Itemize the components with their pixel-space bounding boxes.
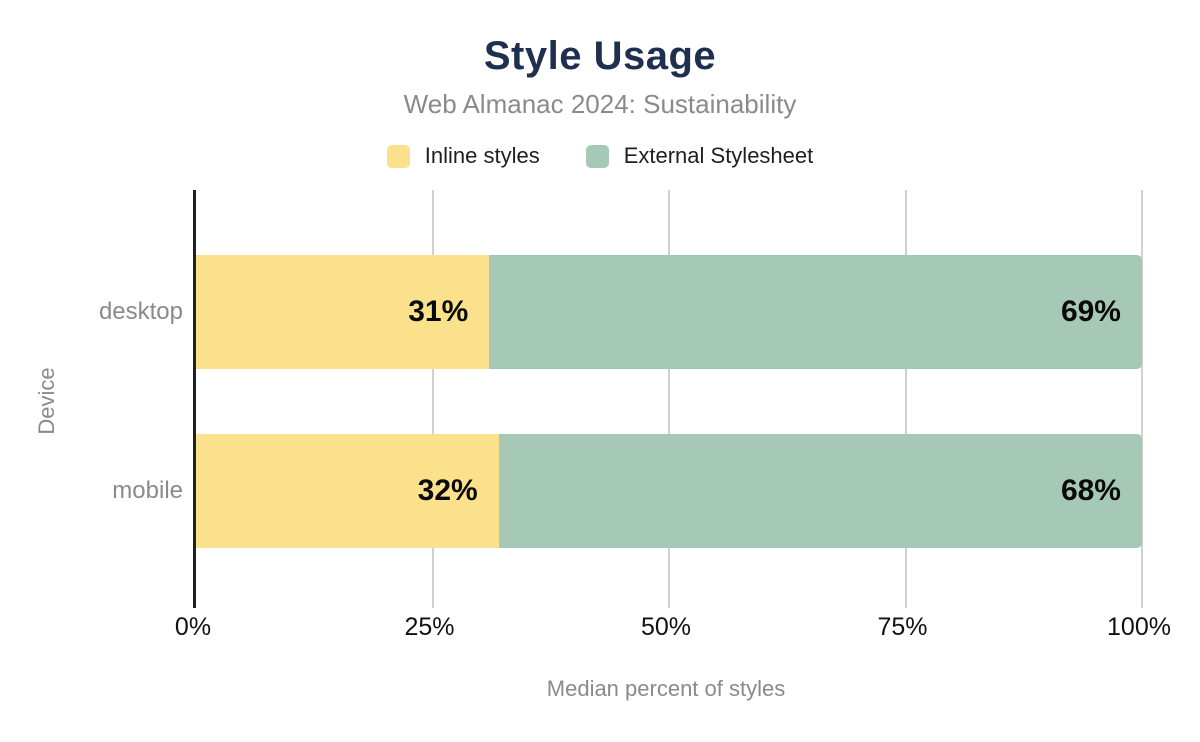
x-tick-label-25: 25% (404, 613, 455, 641)
legend-swatch-inline-styles (386, 144, 410, 168)
legend-item-external-stylesheet: External Stylesheet (585, 143, 814, 169)
gridline-25 (431, 190, 434, 608)
chart-subtitle: Web Almanac 2024: Sustainability (403, 89, 797, 119)
bar-row-mobile: mobile 32% 68% (112, 434, 1142, 548)
category-label-mobile: mobile (112, 477, 183, 504)
bar-segment-mobile-inline-styles: 32% (196, 434, 499, 548)
x-tick-label-0: 0% (174, 613, 212, 641)
bar-value-label: 68% (1060, 474, 1121, 507)
gridline-100 (1141, 190, 1143, 608)
bar-segment-desktop-inline-styles: 31% (196, 255, 490, 369)
gridline-50 (668, 190, 670, 608)
gridline-75 (904, 190, 907, 608)
x-axis-title: Median percent of styles (546, 676, 786, 701)
x-tick-label-100: 100% (1107, 613, 1171, 641)
bar-value-label: 32% (417, 474, 478, 507)
x-axis-ticks: 0% 25% 50% 75% 100% (175, 613, 1171, 643)
legend-label-inline-styles: Inline styles (424, 143, 540, 168)
x-tick-label-50: 50% (640, 613, 692, 641)
plot-area: desktop 31% 69% mobile 32% 68% (99, 190, 1143, 608)
legend-swatch-external-stylesheet (585, 144, 609, 168)
bar-value-label: 69% (1060, 295, 1121, 328)
bar-segment-mobile-external-stylesheet: 68% (498, 434, 1142, 548)
legend: Inline styles External Stylesheet (0, 143, 1200, 169)
x-tick-label-75: 75% (877, 613, 928, 641)
legend-label-external-stylesheet: External Stylesheet (623, 143, 814, 168)
category-label-desktop: desktop (98, 298, 183, 325)
bar-row-desktop: desktop 31% 69% (99, 255, 1142, 369)
chart-title: Style Usage (483, 34, 717, 78)
y-axis-title: Device (34, 367, 59, 435)
bar-value-label: 31% (408, 295, 469, 328)
legend-item-inline-styles: Inline styles (386, 143, 540, 169)
bar-segment-desktop-external-stylesheet: 69% (489, 255, 1142, 369)
